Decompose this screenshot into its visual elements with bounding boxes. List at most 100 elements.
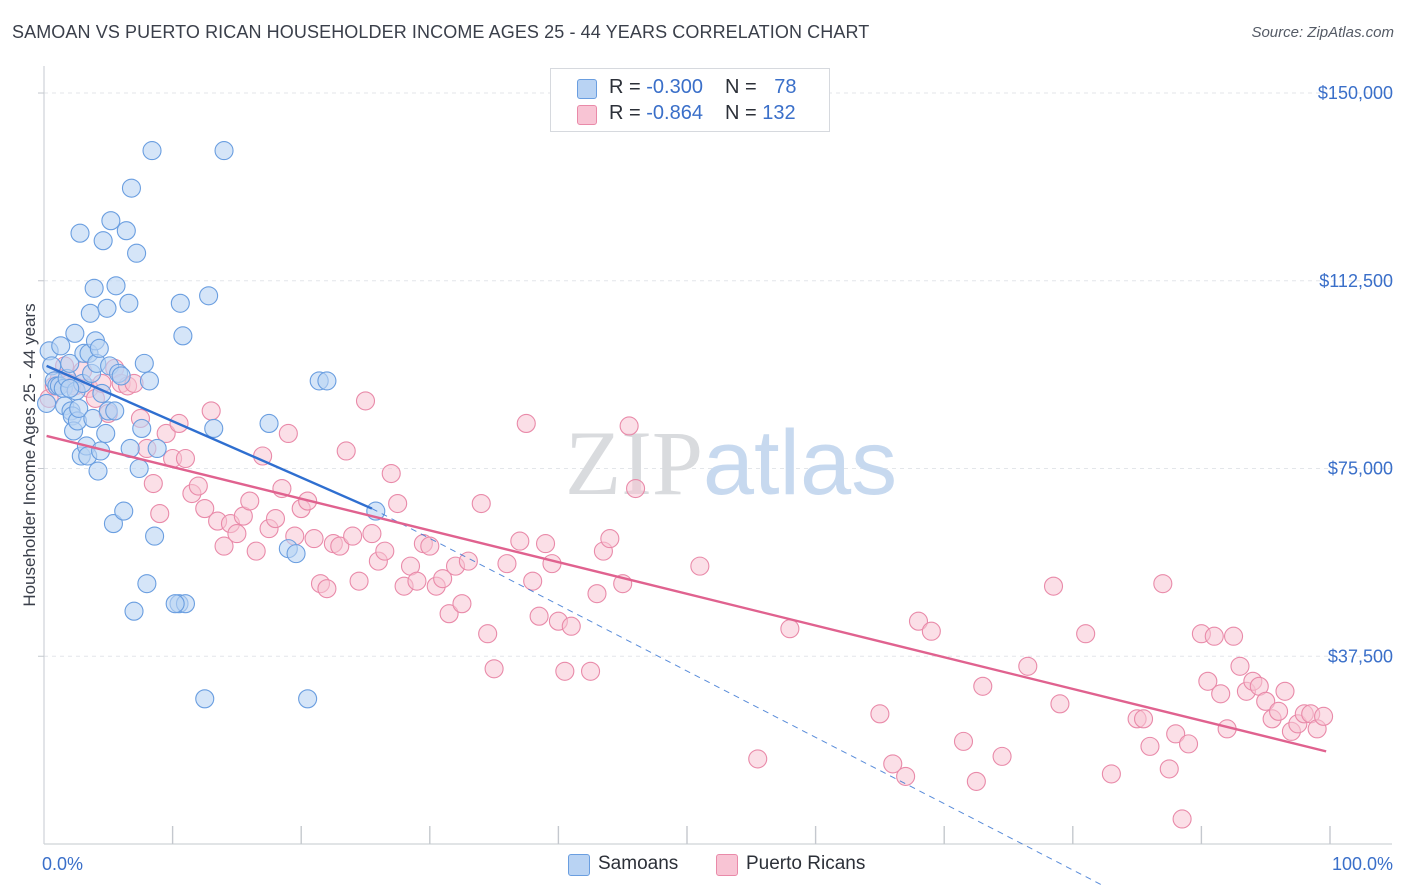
puerto-rican-point (1140, 736, 1160, 756)
puerto-rican-point (246, 541, 266, 561)
samoan-point (51, 336, 71, 356)
samoan-point (145, 526, 165, 546)
samoan-point (116, 221, 136, 241)
puerto-rican-point (1153, 574, 1173, 594)
puerto-rican-point (407, 571, 427, 591)
samoan-point (173, 326, 193, 346)
puerto-rican-point (265, 509, 286, 529)
puerto-rican-point (433, 569, 453, 589)
chart-title: SAMOAN VS PUERTO RICAN HOUSEHOLDER INCOM… (12, 22, 870, 42)
samoan-point (89, 338, 109, 358)
samoan-point (139, 371, 160, 391)
puerto-rican-point (336, 441, 356, 461)
samoan-point (137, 574, 157, 594)
puerto-rican-point (690, 556, 710, 576)
puerto-rican-point (529, 606, 549, 626)
puerto-rican-trend-line (46, 434, 1327, 753)
axes (38, 66, 1392, 845)
samoan-point (165, 594, 185, 614)
samoan-point (195, 689, 215, 709)
y-tick-label-2: $112,500 (1319, 271, 1393, 291)
watermark: ZIP atlas (565, 412, 897, 514)
puerto-rican-point (555, 661, 575, 681)
puerto-rican-point (1043, 576, 1064, 596)
puerto-rican-point (1204, 626, 1224, 646)
samoans-n-value: 78 (774, 76, 797, 98)
bottom-samoans-swatch (568, 854, 590, 876)
samoan-point (60, 353, 80, 373)
puerto-rican-point (1269, 701, 1289, 721)
puerto-rican-point (510, 531, 530, 551)
puerto-rican-point (1166, 724, 1186, 744)
samoan-point (70, 223, 90, 243)
samoan-point (147, 438, 167, 459)
puerto-rican-point (780, 619, 800, 639)
puerto-rican-point (1178, 734, 1199, 754)
samoan-point (298, 689, 318, 709)
puerto-rican-point (150, 504, 170, 524)
puerto-rican-point (1314, 706, 1334, 726)
source-credit: Source: ZipAtlas.com (1251, 24, 1394, 41)
puerto-rican-point (375, 541, 395, 561)
samoan-trend-extension (371, 508, 1106, 887)
puerto-rican-point (388, 494, 408, 514)
samoan-point (69, 398, 89, 418)
puerto-rican-point (587, 584, 607, 604)
samoan-point (317, 371, 337, 391)
puerto-rican-point (1230, 656, 1250, 676)
puerto-rican-point (870, 704, 890, 724)
samoan-point (65, 323, 85, 343)
puerto-rican-point (1050, 694, 1070, 714)
puerto-rican-point (420, 536, 440, 556)
puerto-rican-point (175, 448, 196, 469)
samoans-r-value: -0.300 (646, 76, 703, 98)
puerto-rican-point (439, 604, 459, 624)
samoan-points (37, 141, 386, 709)
puerto-ricans-swatch (577, 105, 597, 125)
puerto-rican-point (317, 579, 337, 599)
puerto-rican-point (1159, 759, 1179, 779)
puerto-rican-point (966, 771, 986, 791)
puerto-rican-point (478, 624, 498, 644)
puerto-rican-point (992, 746, 1012, 766)
samoan-point (124, 601, 144, 621)
legend-label-samoans: R = -0.300 N = 78 (609, 76, 796, 99)
puerto-rican-point (304, 529, 324, 549)
samoan-trend-line (46, 364, 373, 510)
samoan-point (170, 293, 190, 313)
puerto-rican-point (484, 659, 504, 679)
samoan-point (37, 393, 57, 413)
puerto-rican-point (535, 534, 556, 554)
samoans-swatch (577, 79, 597, 99)
samoan-point (103, 514, 123, 534)
samoan-point (199, 286, 219, 306)
puerto-rican-point (240, 491, 260, 511)
puerto-rican-point (619, 416, 639, 436)
samoan-point (121, 178, 141, 198)
correlation-legend: R = -0.300 N = 78 R = -0.864 N = 132 (550, 68, 830, 132)
samoan-point (259, 413, 279, 434)
puerto-rican-point (156, 423, 176, 444)
grid-lines (44, 92, 1392, 657)
samoan-point (114, 501, 134, 521)
samoan-point (214, 141, 234, 161)
puerto-rican-point (188, 476, 208, 496)
samoan-point (134, 353, 154, 373)
bottom-puerto-ricans-swatch (716, 854, 738, 876)
y-tick-label-0: $37,500 (1328, 646, 1393, 666)
samoan-point (142, 141, 162, 161)
samoan-point (286, 544, 306, 564)
puerto-rican-point (343, 526, 363, 546)
puerto-ricans-r-label: R = (609, 102, 647, 124)
puerto-rican-point (214, 536, 234, 556)
puerto-rican-point (1133, 709, 1154, 729)
puerto-rican-point (355, 391, 376, 411)
samoan-point (111, 366, 131, 386)
puerto-rican-point (362, 524, 382, 544)
puerto-rican-points (39, 356, 1334, 829)
puerto-rican-point (1172, 809, 1192, 829)
puerto-rican-point (227, 524, 247, 544)
samoan-point (106, 276, 126, 296)
samoan-point (96, 423, 116, 444)
y-axis-label: Householder Income Ages 25 - 44 years (20, 303, 39, 606)
